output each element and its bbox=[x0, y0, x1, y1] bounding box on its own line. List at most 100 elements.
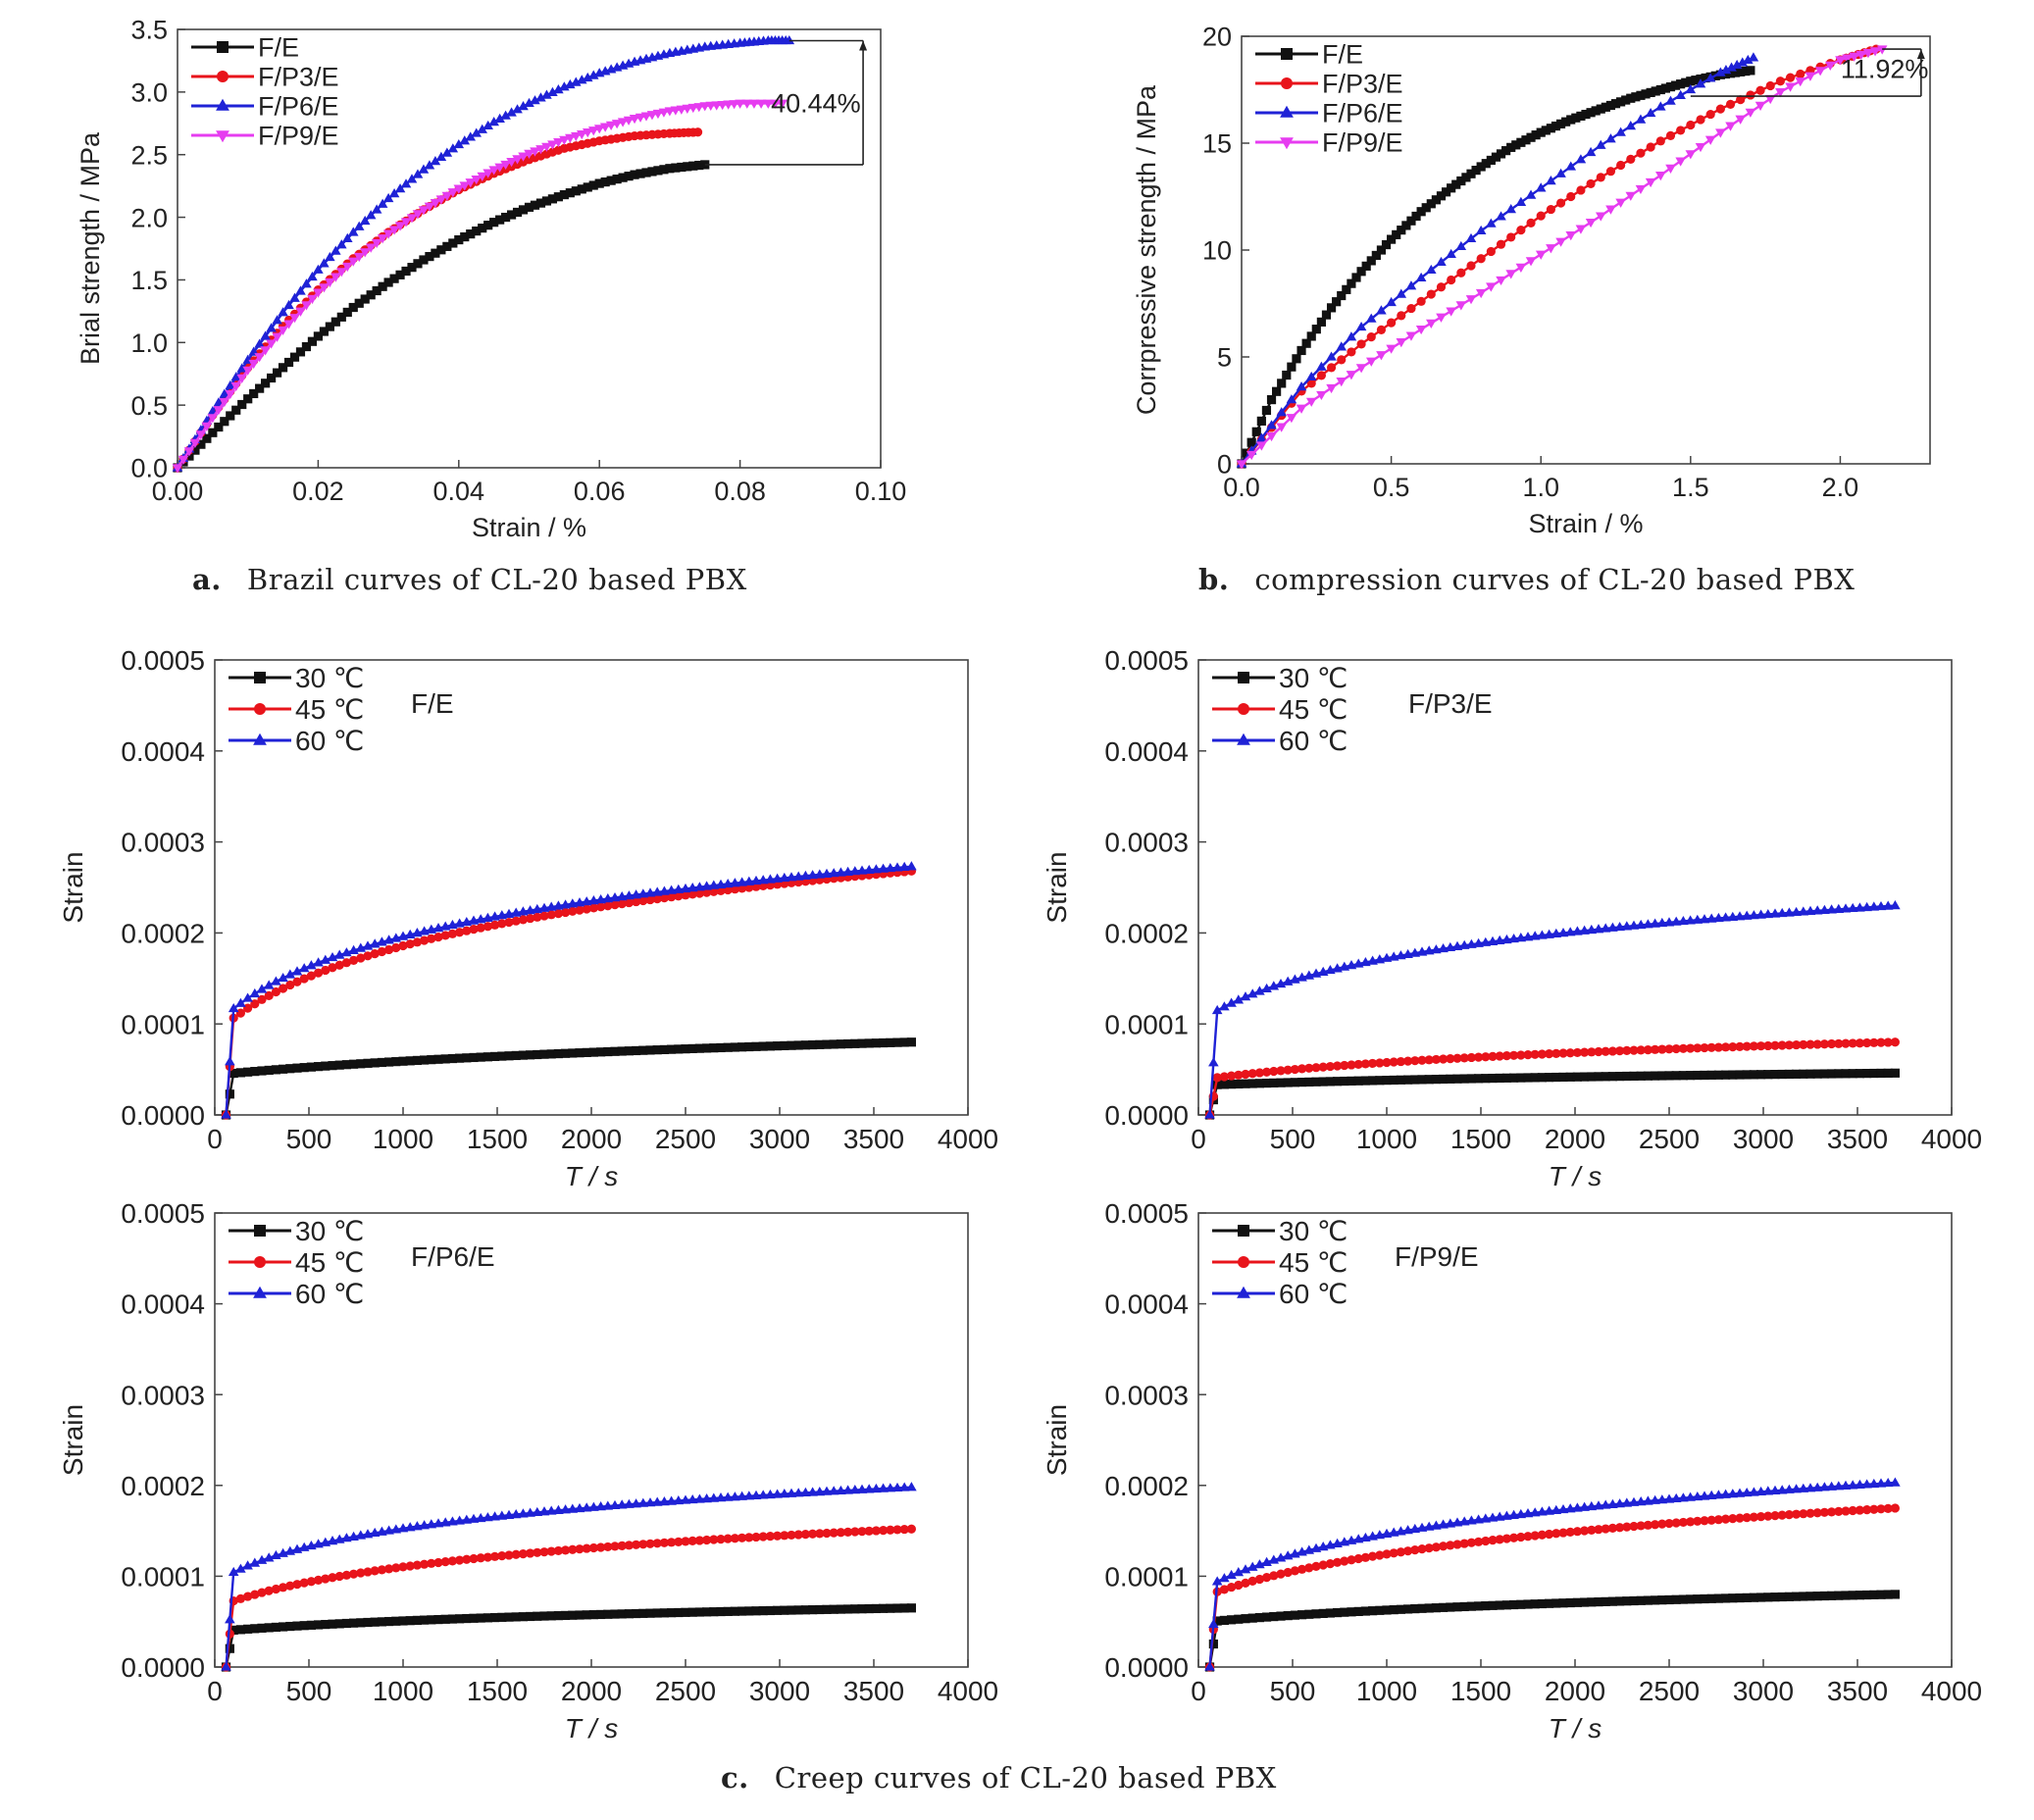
data-point bbox=[1587, 1597, 1597, 1607]
data-point bbox=[377, 946, 386, 957]
data-point bbox=[1586, 178, 1596, 189]
data-point bbox=[1835, 56, 1846, 66]
data-point bbox=[786, 872, 797, 882]
data-point bbox=[1475, 288, 1487, 299]
panel-series-label: F/E bbox=[411, 688, 454, 719]
data-point bbox=[659, 165, 669, 175]
data-point bbox=[1525, 189, 1537, 199]
legend-label: 45 ℃ bbox=[1279, 694, 1348, 725]
data-point bbox=[225, 389, 236, 400]
data-point bbox=[871, 1526, 882, 1536]
data-point bbox=[1890, 1503, 1900, 1513]
data-point bbox=[1355, 364, 1367, 374]
x-tick-label: 0.08 bbox=[714, 477, 766, 506]
data-point bbox=[295, 307, 306, 317]
data-point bbox=[631, 889, 641, 899]
data-point bbox=[413, 259, 423, 269]
data-point bbox=[271, 1584, 280, 1594]
data-point bbox=[510, 1508, 522, 1519]
data-point bbox=[526, 1611, 535, 1622]
y-tick-label: 0.0001 bbox=[1104, 1009, 1189, 1039]
data-point bbox=[1516, 1532, 1526, 1542]
data-point bbox=[602, 1500, 614, 1510]
data-point bbox=[1720, 1489, 1731, 1498]
data-point bbox=[250, 1624, 260, 1634]
data-point bbox=[394, 222, 406, 231]
data-point bbox=[1742, 1041, 1752, 1051]
series-2 bbox=[1236, 52, 1759, 468]
data-point bbox=[497, 1612, 507, 1622]
data-point bbox=[1791, 1484, 1802, 1493]
data-point bbox=[307, 294, 318, 305]
x-tick-label: 0 bbox=[1191, 1124, 1206, 1154]
x-tick-label: 1000 bbox=[373, 1124, 433, 1154]
data-point bbox=[762, 99, 774, 109]
data-point bbox=[1256, 416, 1266, 426]
data-point bbox=[577, 184, 586, 194]
data-point bbox=[1333, 1077, 1343, 1087]
data-point bbox=[1607, 1072, 1617, 1082]
data-point bbox=[630, 170, 639, 179]
data-point bbox=[1262, 1573, 1272, 1583]
data-point bbox=[871, 1483, 882, 1493]
data-point bbox=[610, 900, 620, 910]
data-point bbox=[285, 1581, 295, 1591]
data-point bbox=[1332, 297, 1342, 307]
data-point bbox=[645, 1045, 655, 1055]
data-point bbox=[1805, 1483, 1816, 1492]
data-point bbox=[1515, 933, 1527, 942]
data-point bbox=[1311, 1063, 1321, 1073]
data-point bbox=[333, 949, 345, 959]
series-0 bbox=[221, 1603, 916, 1672]
data-point bbox=[593, 125, 605, 134]
data-point bbox=[471, 175, 483, 185]
data-point bbox=[702, 1043, 712, 1053]
data-point bbox=[1481, 1600, 1491, 1611]
data-point bbox=[892, 1603, 902, 1613]
data-point bbox=[391, 1057, 401, 1067]
data-point bbox=[289, 352, 300, 362]
data-point bbox=[743, 876, 755, 885]
data-point bbox=[1847, 1480, 1858, 1490]
data-point bbox=[1848, 1505, 1857, 1516]
data-point bbox=[1564, 1503, 1576, 1513]
data-point bbox=[1770, 1511, 1780, 1521]
data-point bbox=[1347, 1555, 1356, 1565]
data-point bbox=[1333, 1607, 1343, 1618]
data-point bbox=[1474, 1537, 1484, 1546]
data-point bbox=[1721, 1593, 1731, 1603]
data-point bbox=[1686, 1517, 1696, 1527]
data-point bbox=[1622, 1596, 1632, 1606]
data-point bbox=[624, 897, 635, 908]
data-point bbox=[250, 1067, 260, 1077]
data-point bbox=[1486, 218, 1497, 228]
data-point bbox=[1834, 1591, 1844, 1600]
data-point bbox=[447, 143, 459, 153]
data-point bbox=[336, 239, 347, 249]
x-tick-label: 2.0 bbox=[1822, 473, 1859, 502]
data-point bbox=[1441, 187, 1451, 197]
data-point bbox=[1636, 90, 1646, 100]
data-point bbox=[477, 172, 487, 181]
data-point bbox=[412, 210, 424, 220]
data-point bbox=[1226, 1569, 1237, 1580]
data-point bbox=[1742, 1513, 1752, 1523]
data-point bbox=[1496, 239, 1506, 249]
data-point bbox=[1651, 1520, 1660, 1530]
data-point bbox=[1227, 1615, 1237, 1625]
data-point bbox=[1792, 1509, 1802, 1519]
data-point bbox=[371, 204, 382, 214]
data-point bbox=[1360, 1552, 1370, 1562]
data-point bbox=[1585, 218, 1597, 228]
data-point bbox=[1862, 1505, 1872, 1515]
data-point bbox=[1219, 1615, 1229, 1626]
data-point bbox=[1254, 1068, 1264, 1078]
series-line bbox=[225, 865, 912, 1116]
data-point bbox=[378, 281, 387, 291]
data-point bbox=[483, 221, 493, 230]
data-point bbox=[1580, 1526, 1590, 1536]
data-point bbox=[518, 1508, 529, 1518]
data-point bbox=[1234, 1580, 1244, 1591]
data-point bbox=[1855, 902, 1865, 912]
data-point bbox=[618, 173, 628, 182]
